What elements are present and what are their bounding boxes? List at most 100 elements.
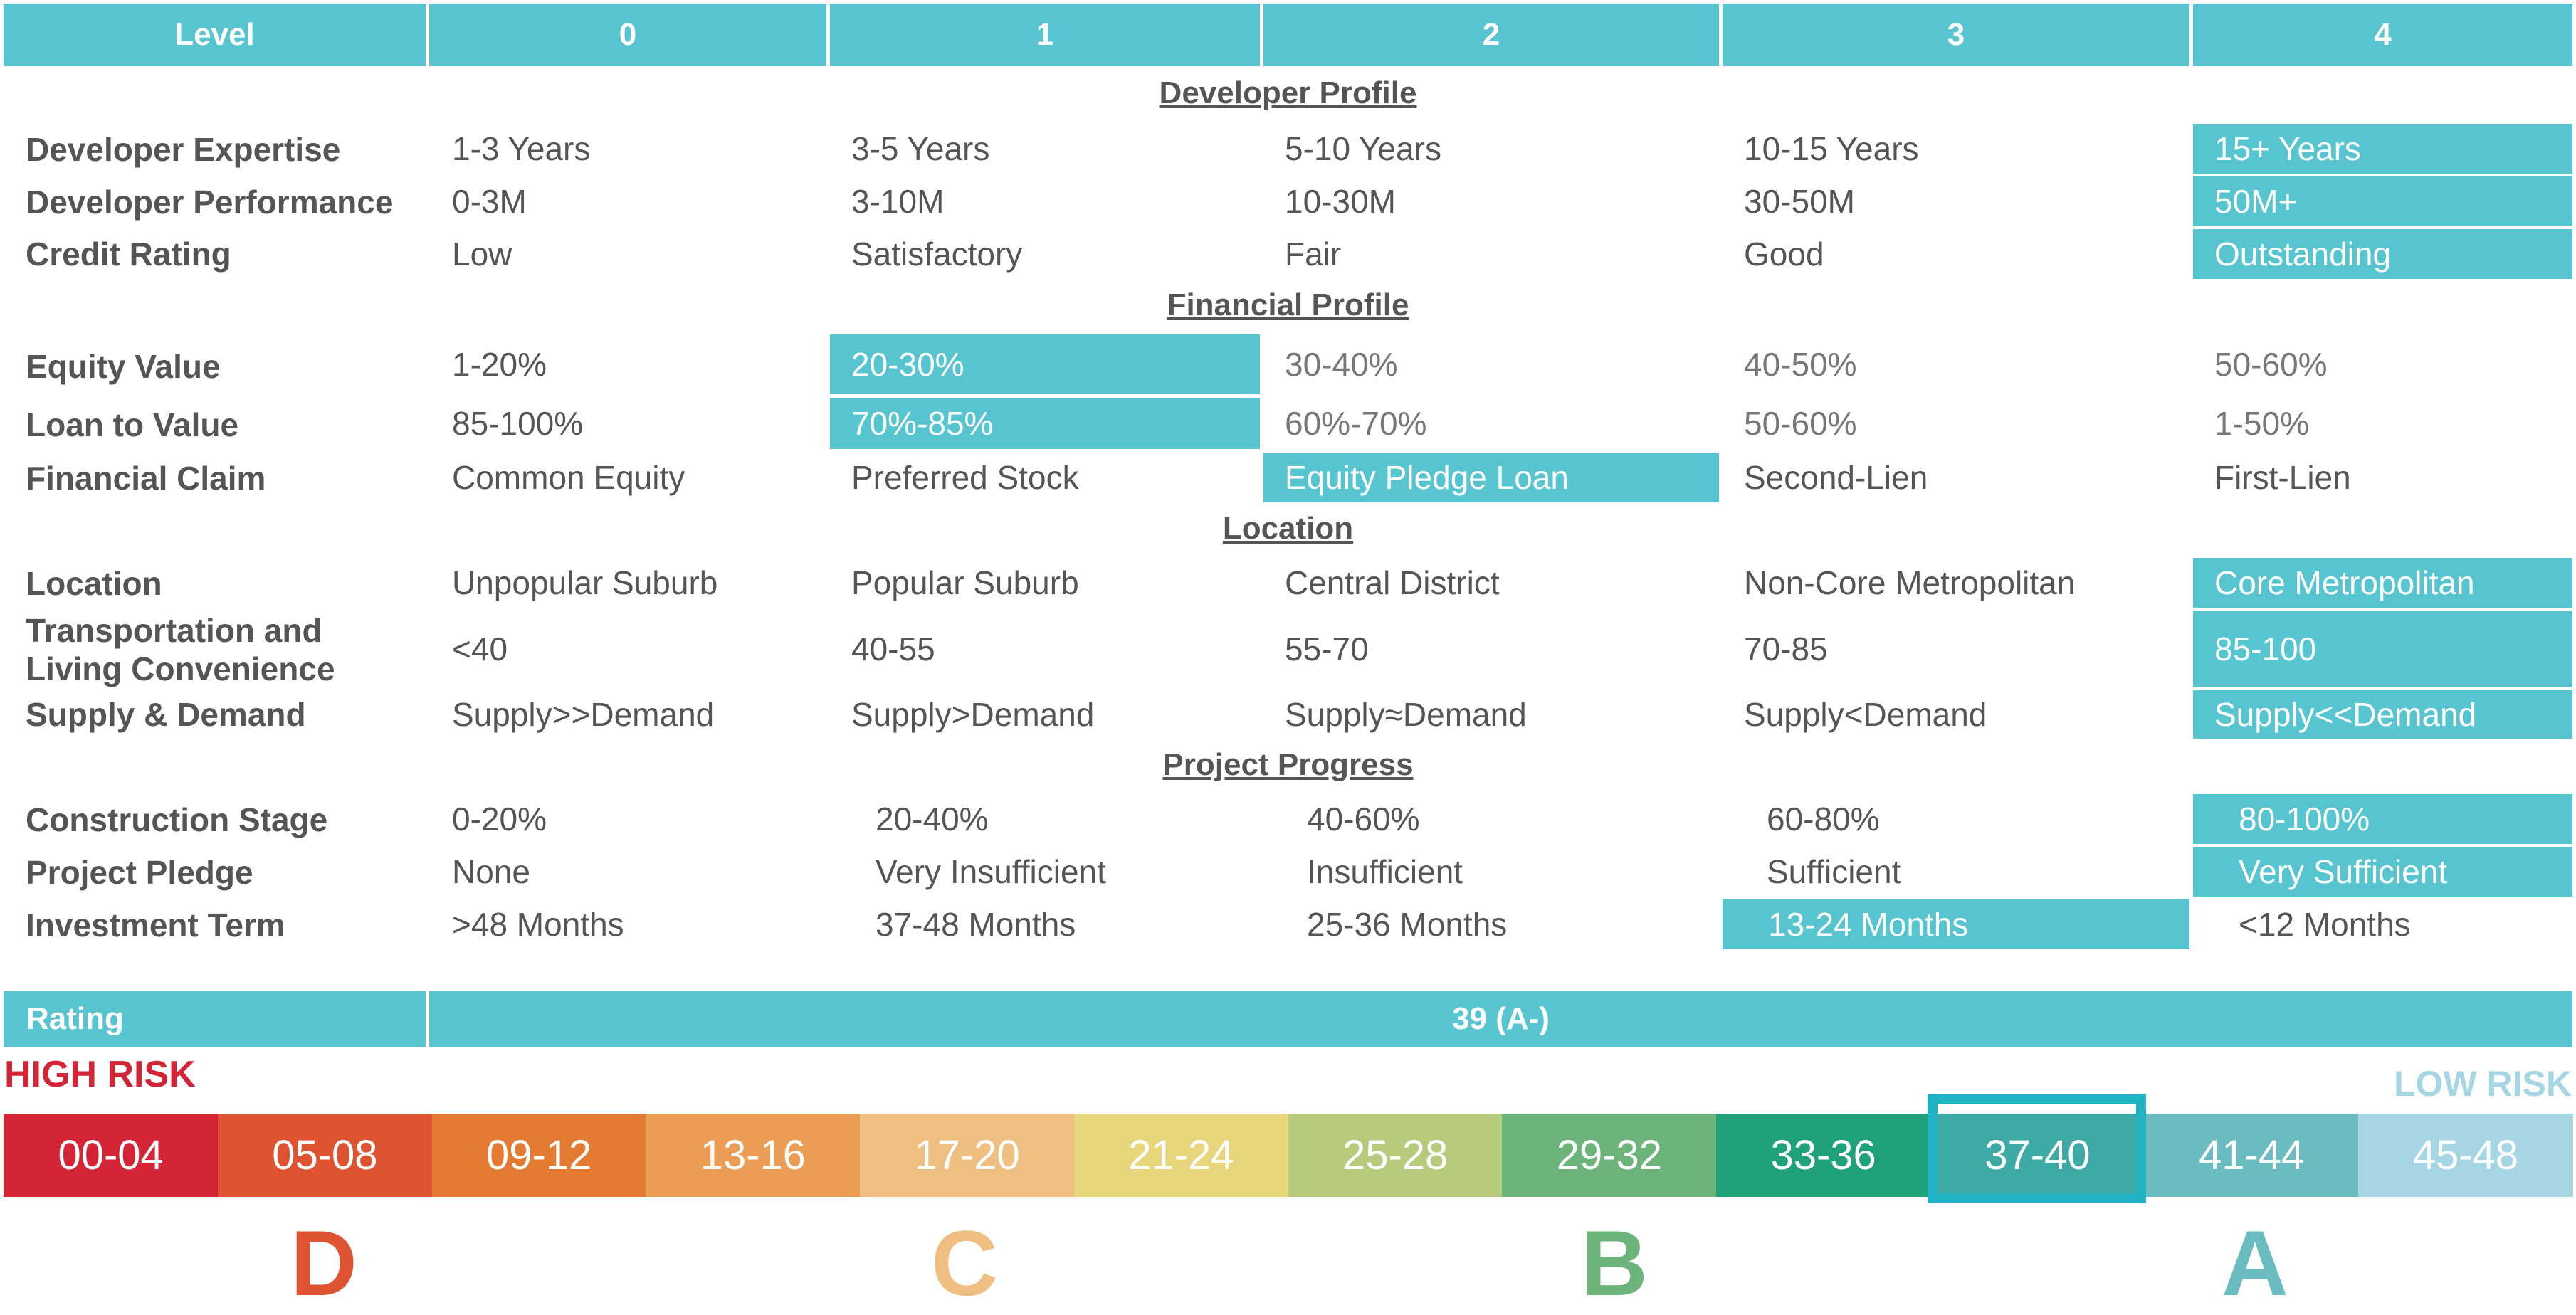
score-segment: 25-28: [1288, 1114, 1503, 1197]
cell: 20-40%: [876, 801, 989, 838]
cell: <12 Months: [2239, 906, 2411, 943]
cell: Non-Core Metropolitan: [1744, 564, 2076, 601]
level-4-header: 4: [2193, 4, 2572, 66]
cell: 1-20%: [452, 346, 547, 383]
section-title-developer-profile: Developer Profile: [1159, 75, 1417, 110]
score-segment: 09-12: [431, 1114, 646, 1197]
row-label-developer-performance: Developer Performance: [26, 184, 394, 221]
rating-label: Rating: [4, 991, 426, 1047]
score-segment: 29-32: [1502, 1114, 1717, 1197]
cell-selected: Core Metropolitan: [2193, 558, 2572, 608]
grade-c-letter: C: [931, 1211, 998, 1315]
cell: Supply<Demand: [1744, 696, 1987, 733]
cell: 60%-70%: [1285, 405, 1427, 442]
score-segment: 17-20: [860, 1114, 1075, 1197]
cell-selected: 50M+: [2193, 176, 2572, 226]
level-0-header: 0: [429, 4, 826, 66]
section-title-location: Location: [1222, 511, 1354, 546]
cell: Central District: [1285, 564, 1500, 601]
score-segment: 21-24: [1073, 1114, 1288, 1197]
low-risk-label: LOW RISK: [2394, 1064, 2572, 1104]
cell: Supply≈Demand: [1285, 696, 1527, 733]
cell: 1-3 Years: [452, 130, 591, 167]
cell-selected: Equity Pledge Loan: [1263, 453, 1719, 502]
cell-selected: Very Sufficient: [2193, 847, 2572, 897]
cell-selected: 15+ Years: [2193, 124, 2572, 174]
cell: 50-60%: [2214, 346, 2328, 383]
selected-score-marker: [1928, 1094, 2146, 1203]
row-label-transportation: Transportation and Living Convenience: [26, 612, 335, 687]
cell: Low: [452, 236, 512, 273]
row-label-location: Location: [26, 565, 162, 602]
cell: <40: [452, 630, 508, 667]
row-label-supply-demand: Supply & Demand: [26, 696, 306, 733]
cell-selected: Outstanding: [2193, 229, 2572, 279]
grade-b-letter: B: [1581, 1211, 1648, 1315]
cell: 10-30M: [1285, 183, 1396, 220]
grade-a-letter: A: [2222, 1211, 2288, 1315]
score-segment: 13-16: [646, 1114, 861, 1197]
cell: Good: [1744, 236, 1824, 273]
cell: 3-10M: [851, 183, 945, 220]
row-label-developer-expertise: Developer Expertise: [26, 131, 341, 168]
row-label-investment-term: Investment Term: [26, 907, 285, 944]
level-1-header: 1: [830, 4, 1260, 66]
cell: Preferred Stock: [851, 459, 1079, 496]
score-segment: 41-44: [2144, 1114, 2359, 1197]
row-label-financial-claim: Financial Claim: [26, 460, 266, 497]
cell: 30-40%: [1285, 346, 1398, 383]
cell-selected: 13-24 Months: [1723, 899, 2189, 949]
cell: 40-50%: [1744, 346, 1857, 383]
cell: 1-50%: [2214, 405, 2309, 442]
cell-selected: 85-100: [2193, 611, 2572, 687]
cell: >48 Months: [452, 906, 624, 943]
cell: Supply>Demand: [851, 696, 1095, 733]
cell: Satisfactory: [851, 236, 1023, 273]
cell: 85-100%: [452, 405, 584, 442]
level-3-header: 3: [1723, 4, 2189, 66]
high-risk-label: HIGH RISK: [4, 1054, 196, 1095]
cell: None: [452, 853, 530, 890]
level-2-header: 2: [1263, 4, 1719, 66]
cell: Supply>>Demand: [452, 696, 715, 733]
row-label-credit-rating: Credit Rating: [26, 236, 231, 273]
cell-selected: Supply<<Demand: [2193, 690, 2572, 739]
cell: Unpopular Suburb: [452, 564, 718, 601]
cell-selected: 70%-85%: [830, 398, 1260, 449]
cell: 55-70: [1285, 630, 1369, 667]
section-title-project-progress: Project Progress: [1162, 747, 1414, 782]
cell: Insufficient: [1307, 853, 1463, 890]
cell-selected: 80-100%: [2193, 794, 2572, 844]
section-title-financial-profile: Financial Profile: [1167, 287, 1409, 322]
score-segment: 45-48: [2358, 1114, 2573, 1197]
row-label-equity-value: Equity Value: [26, 348, 221, 385]
cell: Popular Suburb: [851, 564, 1079, 601]
cell: 40-55: [851, 630, 935, 667]
cell: First-Lien: [2214, 459, 2351, 496]
cell: Common Equity: [452, 459, 685, 496]
cell: 0-3M: [452, 183, 527, 220]
cell: 60-80%: [1767, 801, 1880, 838]
row-label-project-pledge: Project Pledge: [26, 854, 253, 891]
cell: 30-50M: [1744, 183, 1855, 220]
cell: 10-15 Years: [1744, 130, 1919, 167]
score-segment: 33-36: [1716, 1114, 1931, 1197]
row-label-loan-to-value: Loan to Value: [26, 406, 239, 443]
cell: 25-36 Months: [1307, 906, 1508, 943]
cell: Fair: [1285, 236, 1342, 273]
cell: 40-60%: [1307, 801, 1420, 838]
row-label-construction-stage: Construction Stage: [26, 801, 328, 838]
score-segment: 00-04: [4, 1114, 219, 1197]
cell-selected: 20-30%: [830, 334, 1260, 394]
rating-value: 39 (A-): [429, 991, 2572, 1047]
score-segment: 05-08: [217, 1114, 432, 1197]
cell: 3-5 Years: [851, 130, 990, 167]
cell: 37-48 Months: [876, 906, 1076, 943]
level-header: Level: [4, 4, 426, 66]
grade-d-letter: D: [290, 1211, 357, 1315]
cell: 70-85: [1744, 630, 1828, 667]
cell: 0-20%: [452, 801, 547, 838]
cell: 50-60%: [1744, 405, 1857, 442]
cell: Very Insufficient: [876, 853, 1106, 890]
score-segment: 37-40: [1930, 1114, 2145, 1197]
